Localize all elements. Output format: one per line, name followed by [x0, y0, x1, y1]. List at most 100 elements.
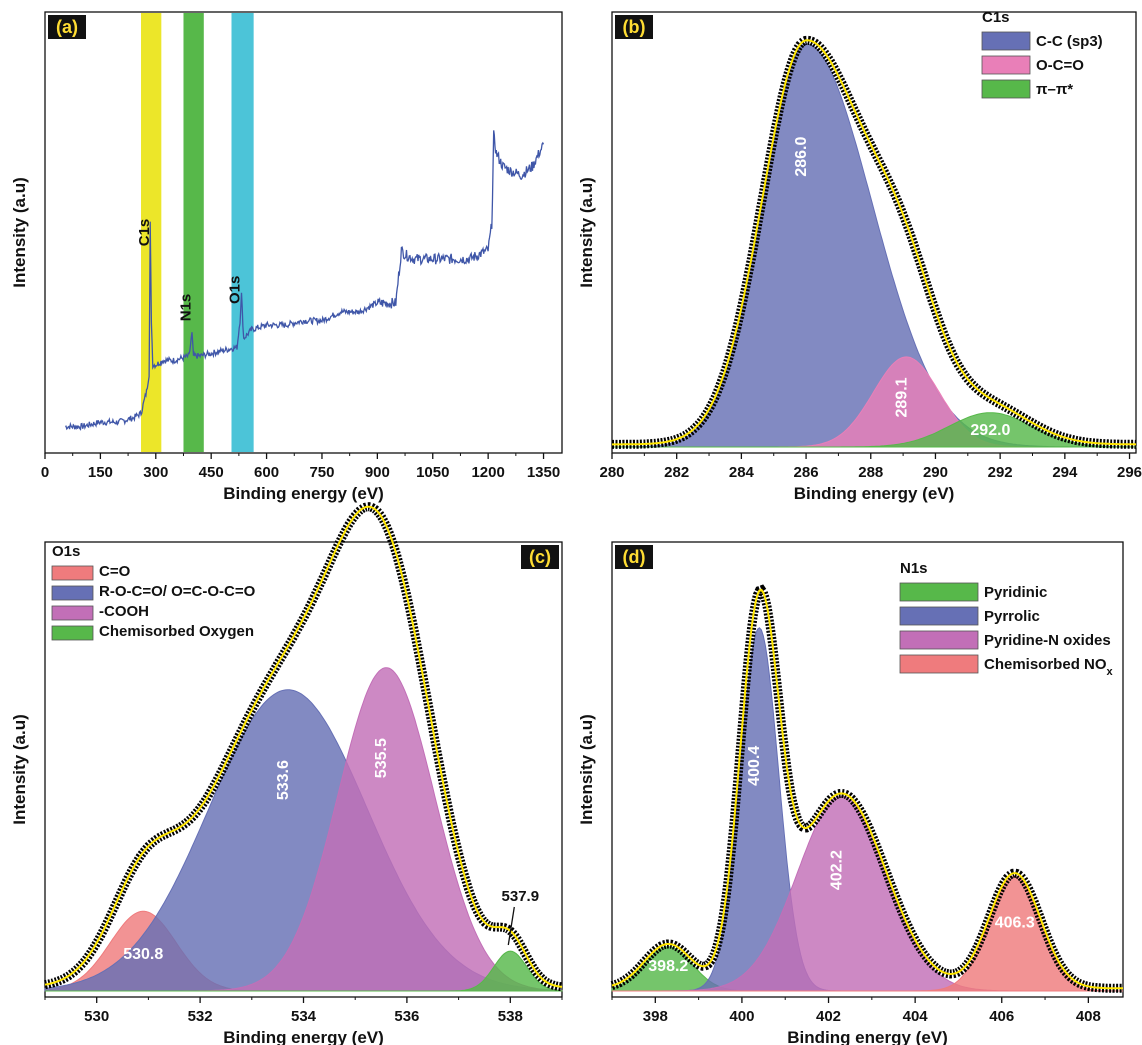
component-3	[45, 950, 563, 992]
panel-tag-label: (d)	[623, 547, 646, 567]
legend-swatch	[899, 630, 979, 650]
peak-label-1: 289.1	[893, 377, 910, 417]
x-axis-title: Binding energy (eV)	[787, 1028, 948, 1045]
legend-swatch	[51, 565, 94, 581]
x-tick-label: 290	[923, 464, 948, 481]
x-tick-label: 404	[903, 1008, 929, 1025]
legend-title: C1s	[982, 9, 1010, 26]
peak-label-2: 402.2	[829, 850, 846, 890]
legend-swatch	[51, 625, 94, 641]
x-tick-label: 282	[664, 464, 689, 481]
legend-label: O-C=O	[1036, 57, 1084, 74]
plot-frame	[44, 11, 563, 454]
legend-label: Pyridine-N oxides	[984, 632, 1111, 649]
peak-label-0: 286.0	[793, 137, 810, 177]
band-n1s	[183, 13, 204, 452]
annotation-text: 537.9	[502, 888, 540, 905]
x-tick-label: 1350	[527, 464, 560, 481]
decon-plot-2: 530.8 533.6 535.5	[44, 502, 563, 992]
x-tick-label: 280	[599, 464, 624, 481]
legend-label: Chemisorbed Oxygen	[99, 623, 254, 640]
legend-label: π–π*	[1036, 81, 1073, 98]
peak-label-2: 292.0	[970, 422, 1010, 439]
x-tick-label: 288	[858, 464, 883, 481]
y-axis-title: Intensity (a.u)	[577, 714, 596, 825]
x-tick-label: 534	[291, 1008, 317, 1025]
x-tick-label: 600	[254, 464, 279, 481]
legend-2: O1s C=O R-O-C=O/ O=C-O-C=O -COOH Chemisorbed…	[51, 543, 256, 641]
legend-title: N1s	[900, 560, 928, 577]
decon-plot-3: 398.2 400.4 402.2 406.3	[610, 584, 1123, 993]
fit-line	[44, 505, 563, 988]
legend-swatch	[899, 606, 979, 626]
x-axis-title: Binding energy (eV)	[794, 484, 955, 503]
x-tick-label: 296	[1117, 464, 1142, 481]
x-tick-label: 300	[143, 464, 168, 481]
panel-tag: (a)	[48, 15, 86, 39]
survey-line	[64, 130, 545, 431]
panel-tag-bg	[615, 545, 653, 569]
x-tick-label: 536	[394, 1008, 419, 1025]
panel-d-axes: 398 400 402 404 406 408 Binding energy (eV) Int…	[577, 541, 1124, 1045]
legend-swatch	[981, 79, 1031, 99]
x-tick-label: 294	[1052, 464, 1078, 481]
plot-frame	[611, 541, 1124, 998]
panel-tag: (d)	[615, 545, 653, 569]
x-axis-title: Binding energy (eV)	[223, 484, 384, 503]
x-tick-label: 408	[1076, 1008, 1101, 1025]
panel-a-axes: 0 150 300 450 600 750 900 1050 1200 1350 Binding e…	[10, 11, 563, 503]
annotation-c1s: C1s	[136, 219, 153, 247]
legend-label: C-C (sp3)	[1036, 33, 1103, 50]
x-tick-label: 284	[729, 464, 755, 481]
band-c1s	[141, 13, 162, 452]
panel-c-axes: 530 532 534 536 538 Binding energy (eV) Intens…	[10, 541, 563, 1045]
legend-label: R-O-C=O/ O=C-O-C=O	[99, 583, 256, 600]
panel-tag-bg	[615, 15, 653, 39]
panel-tag-label: (b)	[623, 17, 646, 37]
peak-label-3: 406.3	[995, 915, 1035, 932]
annotation-o1s: O1s	[226, 276, 243, 304]
legend-label: Pyridinic	[984, 584, 1047, 601]
x-tick-label: 398	[643, 1008, 668, 1025]
legend-swatch	[981, 55, 1031, 75]
legend-1: C1s C-C (sp3) O-C=O π–π*	[981, 9, 1103, 99]
x-tick-label: 532	[188, 1008, 213, 1025]
x-tick-label: 530	[84, 1008, 109, 1025]
peak-label-2: 535.5	[373, 738, 390, 778]
y-axis-title: Intensity (a.u)	[10, 714, 29, 825]
y-axis-title: Intensity (a.u)	[10, 177, 29, 288]
x-tick-label: 286	[794, 464, 819, 481]
peak-label-0: 398.2	[648, 958, 688, 975]
legend-swatch	[899, 582, 979, 602]
x-axis-title: Binding energy (eV)	[223, 1028, 384, 1045]
legend-swatch	[51, 585, 94, 601]
peak-label-1: 400.4	[746, 746, 763, 786]
legend-title: O1s	[52, 543, 80, 560]
annotation-537-9: 537.9	[502, 888, 540, 946]
panel-tag-bg	[48, 15, 86, 39]
annotation-n1s: N1s	[178, 294, 195, 322]
fit-line	[612, 39, 1137, 446]
decon-plot-1: 286.0 289.1 292.0	[612, 35, 1137, 449]
panel-b-axes: 280 282 284 286 288 290 292 294 296 Binding energ…	[577, 11, 1142, 503]
legend-label: C=O	[99, 563, 131, 580]
x-tick-label: 900	[365, 464, 390, 481]
panel-tag-bg	[521, 545, 559, 569]
plot-frame	[611, 11, 1137, 454]
band-o1s	[231, 13, 254, 452]
x-tick-label: 400	[729, 1008, 754, 1025]
peak-label-1: 533.6	[275, 760, 292, 800]
x-tick-label: 150	[88, 464, 113, 481]
survey-plot: C1s N1s O1s	[64, 13, 545, 452]
legend-swatch	[981, 31, 1031, 51]
legend-swatch	[51, 605, 94, 621]
legend-swatch	[899, 654, 979, 674]
panel-tag-label: (c)	[529, 547, 551, 567]
component-0	[612, 43, 1136, 448]
x-tick-label: 402	[816, 1008, 841, 1025]
x-tick-label: 0	[41, 464, 49, 481]
x-tick-label: 1050	[416, 464, 449, 481]
legend-label-subscript: x	[1107, 666, 1114, 678]
panel-tag-label: (a)	[56, 17, 78, 37]
